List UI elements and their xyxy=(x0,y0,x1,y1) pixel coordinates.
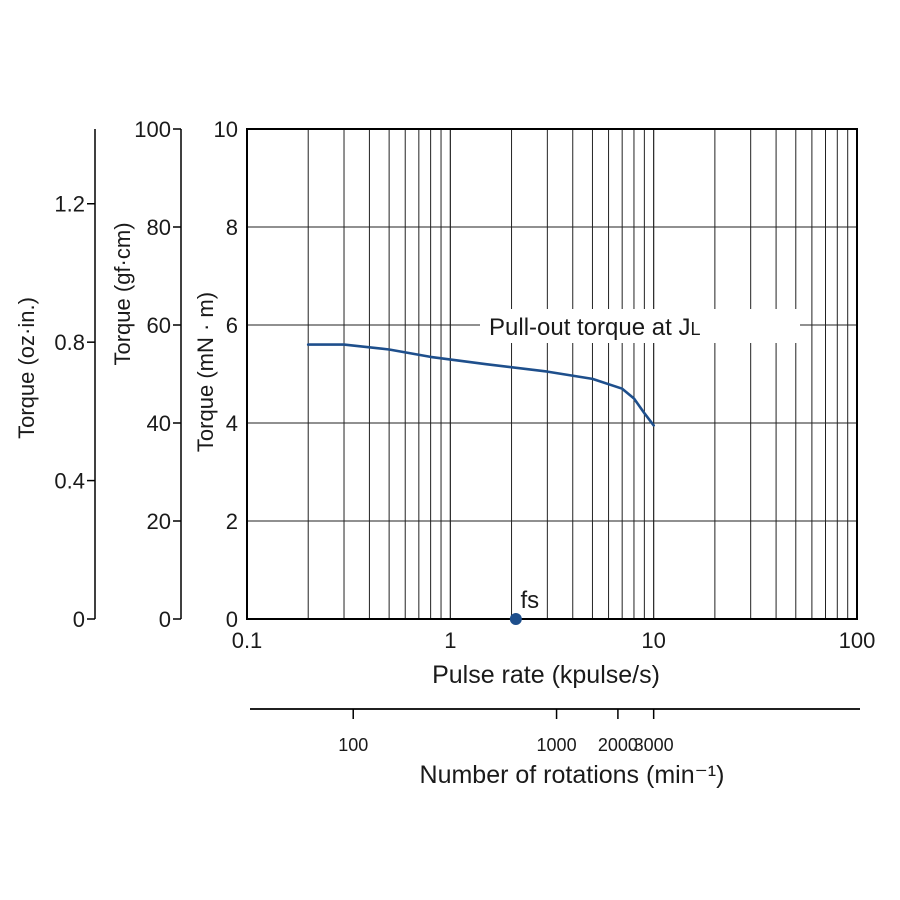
y-tick-label-mnm: 4 xyxy=(226,411,238,436)
series-line-pullout-torque xyxy=(306,343,656,427)
x-axis-title: Pulse rate (kpulse/s) xyxy=(432,661,660,689)
x-tick-label: 10 xyxy=(641,628,665,653)
y-tick-label-ozin: 1.2 xyxy=(54,192,85,217)
y-tick-label-mnm: 8 xyxy=(226,215,238,240)
rotation-tick-label: 3000 xyxy=(634,735,674,755)
rotation-tick-label: 100 xyxy=(338,735,368,755)
rotation-tick-label: 1000 xyxy=(537,735,577,755)
x-tick-label: 100 xyxy=(839,628,876,653)
rotation-tick-label: 2000 xyxy=(598,735,638,755)
plot-frame xyxy=(246,128,858,620)
annotations: fs xyxy=(509,587,540,625)
y-tick-label-gfcm: 40 xyxy=(147,411,171,436)
y-tick-label-mnm: 10 xyxy=(214,117,238,142)
y-axis-gfcm: 0 20 40 60 80 100 Torque (gf·cm) xyxy=(110,117,182,632)
series-label-background xyxy=(480,309,800,343)
fs-marker xyxy=(509,613,522,625)
y-tick-label-gfcm: 20 xyxy=(147,509,171,534)
series-label-pullout-torque: Pull-out torque at JL xyxy=(489,314,700,341)
y-axis-title-ozin: Torque (oz·in.) xyxy=(14,297,39,439)
x-tick-label: 0.1 xyxy=(232,628,263,653)
y-tick-label-mnm: 0 xyxy=(226,607,238,632)
y-tick-label-mnm: 2 xyxy=(226,509,238,534)
rotation-axis-title: Number of rotations (min⁻¹) xyxy=(420,761,725,789)
y-tick-label-gfcm: 60 xyxy=(147,313,171,338)
y-axis-title-gfcm: Torque (gf·cm) xyxy=(110,222,135,365)
y-tick-label-ozin: 0.8 xyxy=(54,330,85,355)
y-tick-label-gfcm: 100 xyxy=(134,117,171,142)
y-tick-label-gfcm: 80 xyxy=(147,215,171,240)
x-tick-label: 1 xyxy=(444,628,456,653)
fs-label: fs xyxy=(521,587,540,614)
y-tick-label-ozin: 0.4 xyxy=(54,469,85,494)
y-axis-mnm: 0 2 4 6 8 10 Torque (mN · m) xyxy=(193,117,238,632)
y-tick-label-mnm: 6 xyxy=(226,313,238,338)
series: Pull-out torque at JL xyxy=(306,309,800,427)
y-axis-title-mnm: Torque (mN · m) xyxy=(193,292,218,452)
x-axis-pulse-rate: 0.1 1 10 100 Pulse rate (kpulse/s) xyxy=(232,628,876,689)
y-tick-label-gfcm: 0 xyxy=(159,607,171,632)
y-tick-label-ozin: 0 xyxy=(73,607,85,632)
y-axis-ozin: 0 0.4 0.8 1.2 Torque (oz·in.) xyxy=(14,129,96,632)
grid xyxy=(247,129,857,619)
